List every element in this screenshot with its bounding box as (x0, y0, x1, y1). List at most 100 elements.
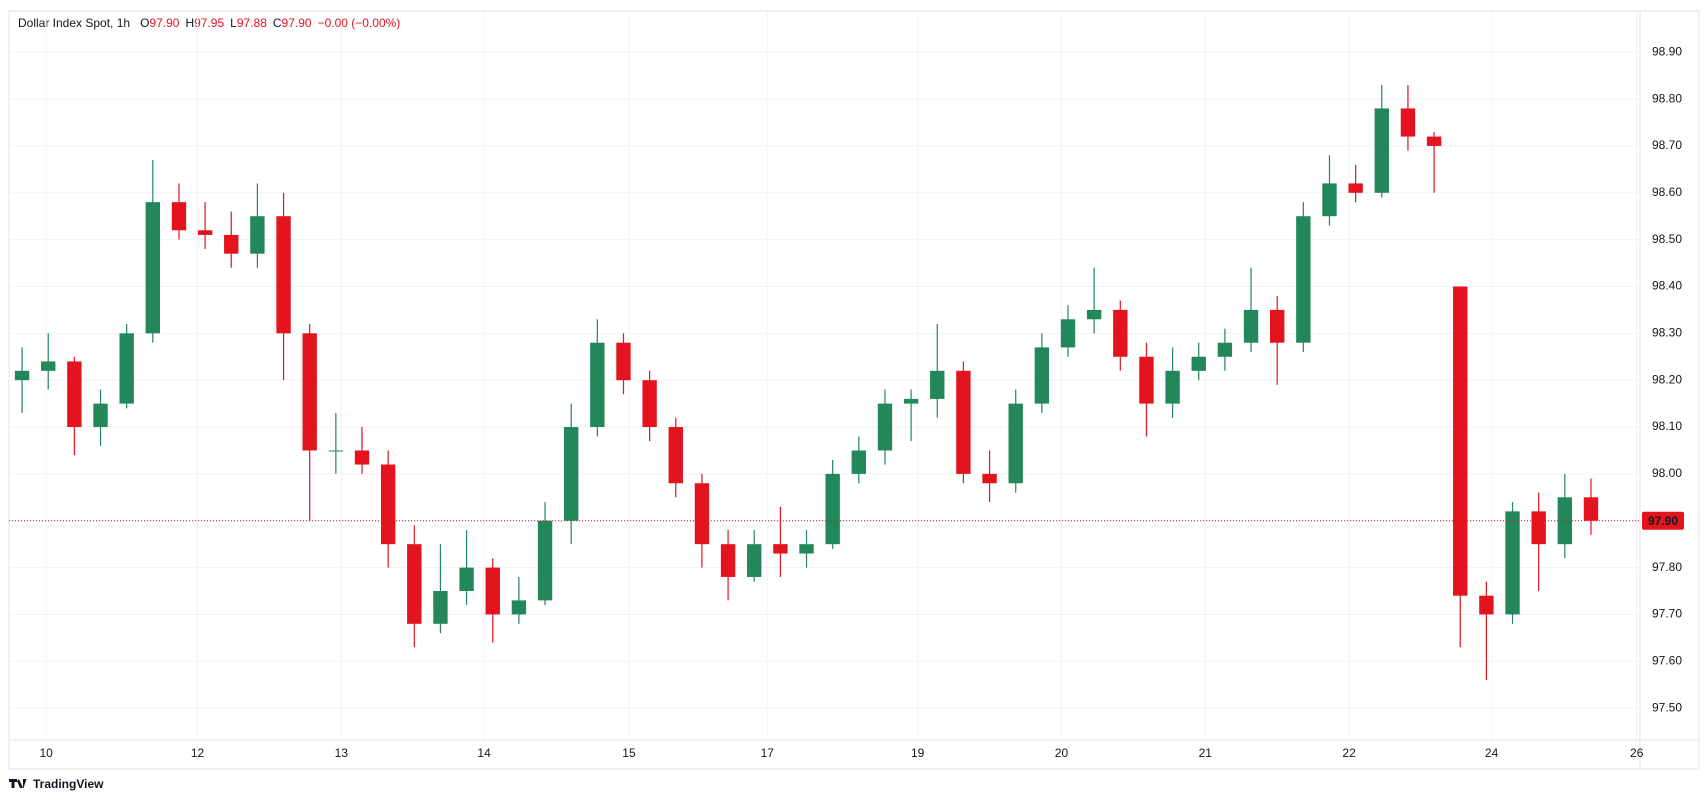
quote-label: O (140, 16, 149, 30)
quote-value: 97.90 (282, 16, 312, 30)
x-tick-label: 26 (1630, 746, 1644, 760)
y-tick-label: 98.00 (1652, 466, 1682, 480)
candle-body (616, 342, 631, 381)
y-tick-label: 97.50 (1652, 700, 1682, 714)
x-tick-label: 12 (191, 746, 205, 760)
candle-body (511, 600, 527, 615)
last-price-label: 97.90 (1648, 514, 1678, 528)
candle-body (1191, 356, 1206, 371)
candle-body (1060, 319, 1076, 348)
x-tick-label: 13 (335, 746, 349, 760)
quote-value: 97.90 (149, 16, 179, 30)
candle-body (1322, 183, 1337, 217)
candle-body (642, 380, 657, 428)
candle-body (1583, 497, 1599, 521)
candle-body (851, 450, 867, 474)
x-tick-label: 20 (1055, 746, 1069, 760)
candle-body (1505, 511, 1520, 615)
candle-body (956, 370, 971, 474)
candle-body (171, 202, 187, 231)
candle-body (747, 544, 762, 577)
candle-body (1113, 309, 1128, 357)
y-tick-label: 98.80 (1652, 91, 1682, 105)
candle-body (1270, 309, 1285, 343)
candle-body (590, 342, 605, 428)
candle-body (1034, 347, 1050, 404)
candle-body (1374, 108, 1389, 193)
candle-body (197, 230, 213, 235)
candle-body (328, 450, 344, 452)
candle-body (93, 403, 108, 428)
candle-body (1426, 136, 1442, 146)
y-tick-label: 98.60 (1652, 185, 1682, 199)
candle-body (433, 591, 448, 624)
candle-body (825, 473, 840, 545)
candle-body (1139, 356, 1154, 404)
candle-body (67, 361, 82, 428)
y-tick-label: 97.60 (1652, 653, 1682, 667)
legend-header: Dollar Index Spot, 1h O97.90 H97.95 L97.88 C… (18, 16, 400, 30)
candle-body (903, 398, 919, 404)
candle-body (224, 234, 239, 254)
candle-body (773, 544, 788, 554)
x-tick-label: 17 (761, 746, 775, 760)
candle-body (1086, 309, 1102, 320)
y-tick-label: 98.50 (1652, 232, 1682, 246)
candle-body (380, 464, 396, 545)
candle-body (14, 370, 30, 381)
quote-label: H (185, 16, 194, 30)
y-tick-label: 98.90 (1652, 44, 1682, 58)
candle-body (930, 370, 945, 399)
candle-body (694, 483, 710, 545)
candle-body (250, 216, 265, 254)
candle-body (1008, 403, 1023, 484)
last-price-box (1642, 511, 1684, 530)
candle-body (407, 544, 422, 624)
candle-body (145, 202, 161, 334)
candle-body (41, 361, 56, 371)
y-tick-label: 98.40 (1652, 279, 1682, 293)
quote-label: L (230, 16, 237, 30)
candle-body (1453, 286, 1468, 596)
x-tick-label: 10 (39, 746, 53, 760)
candle-body (877, 403, 893, 451)
brand-logo (9, 779, 27, 788)
x-tick-label: 19 (911, 746, 925, 760)
candle-body (459, 567, 474, 592)
candle-body (563, 427, 579, 521)
y-tick-label: 97.80 (1652, 560, 1682, 574)
y-tick-label: 98.10 (1652, 419, 1682, 433)
candle-body (276, 216, 291, 334)
candle-body (119, 333, 134, 404)
quote-value: 97.88 (237, 16, 267, 30)
candle-body (982, 473, 997, 484)
candle-body (354, 450, 370, 465)
candle-body (1217, 342, 1233, 357)
symbol: Dollar Index Spot, 1h (18, 16, 130, 30)
x-tick-label: 24 (1485, 746, 1499, 760)
candle-body (668, 427, 683, 484)
change: −0.00 (−0.00%) (318, 16, 401, 30)
candle-body (1243, 309, 1259, 343)
candle-body (1165, 370, 1180, 404)
quote-label: C (273, 16, 282, 30)
candle-body (799, 544, 814, 554)
candle-body (302, 333, 317, 451)
y-tick-label: 98.30 (1652, 326, 1682, 340)
candle-body (1479, 595, 1494, 615)
candle-body (1296, 216, 1311, 343)
y-tick-label: 98.70 (1652, 138, 1682, 152)
brand: TradingView (33, 777, 104, 791)
x-tick-label: 22 (1342, 746, 1356, 760)
candle-body (1400, 108, 1416, 137)
x-tick-label: 21 (1199, 746, 1213, 760)
frame (8, 10, 1700, 770)
y-tick-label: 97.70 (1652, 607, 1682, 621)
candle-body (537, 520, 553, 601)
candle-body (485, 567, 500, 615)
y-tick-label: 98.20 (1652, 372, 1682, 386)
candle-body (1348, 183, 1363, 193)
candle-body (1557, 497, 1573, 545)
